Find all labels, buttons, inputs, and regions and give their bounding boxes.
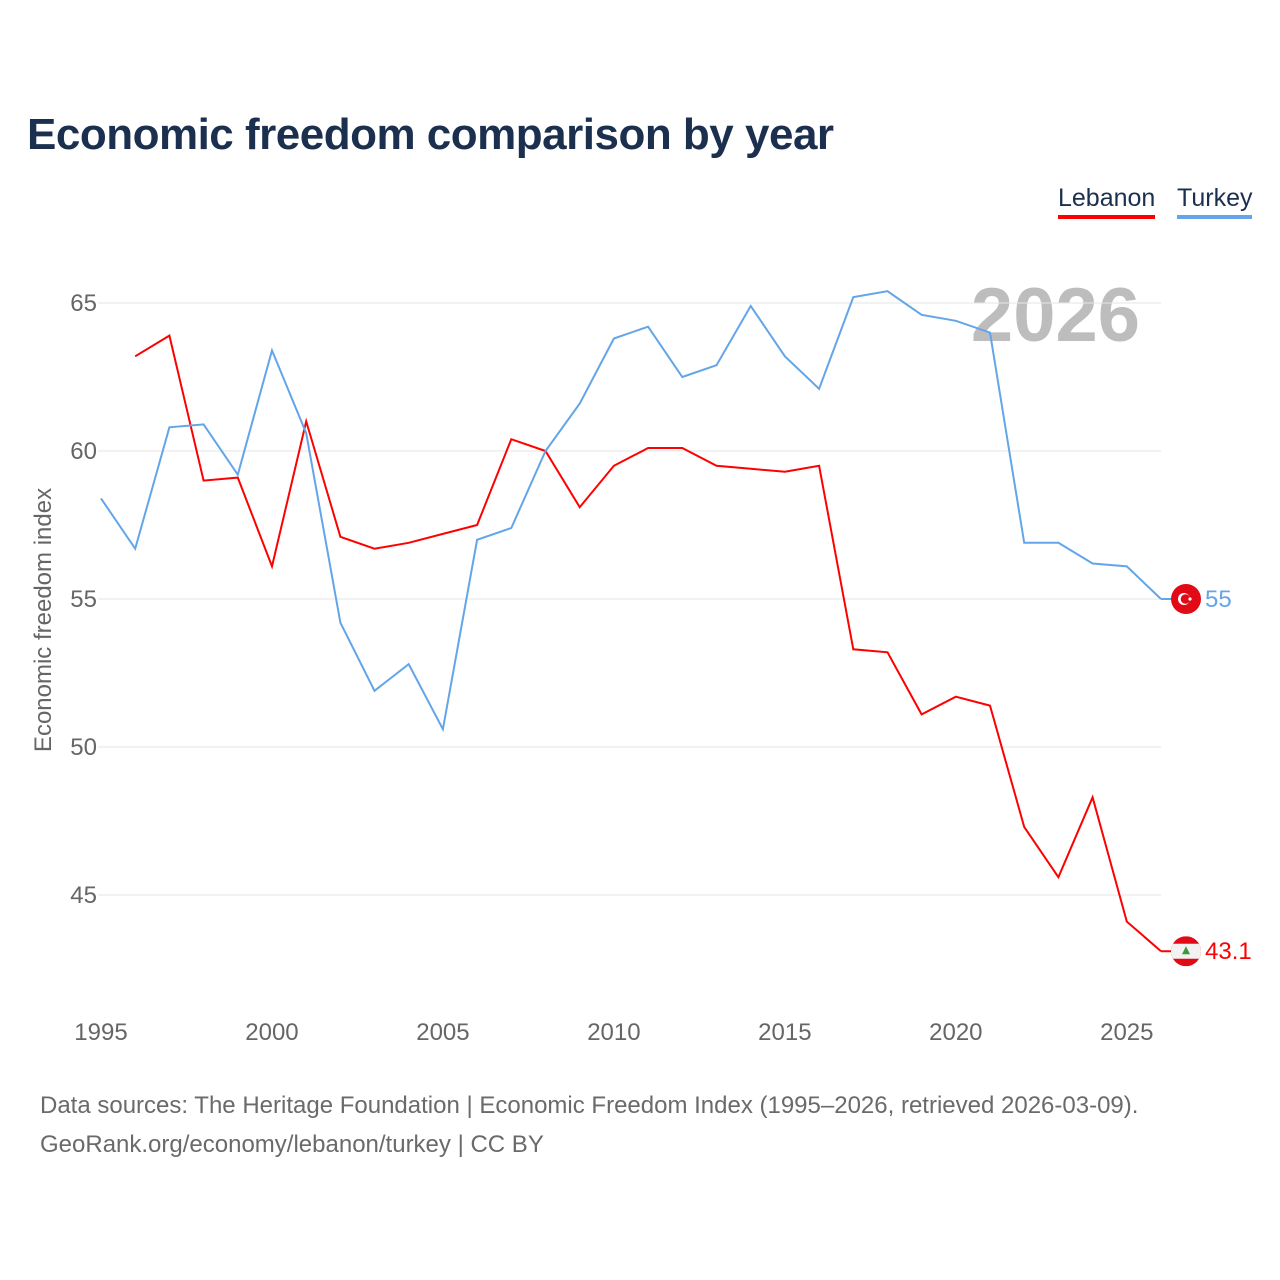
turkey-flag-icon <box>1171 584 1201 614</box>
data-point-lebanon[interactable] <box>850 646 856 652</box>
data-point-lebanon[interactable] <box>337 534 343 540</box>
data-point-turkey[interactable] <box>269 347 275 353</box>
y-tick-label: 50 <box>70 734 97 761</box>
line-chart: 2026 45 50 55 60 65 1995 2000 2005 2010 2015 2020… <box>30 273 1252 1046</box>
data-point-turkey[interactable] <box>508 525 514 531</box>
data-point-lebanon[interactable] <box>645 445 651 451</box>
legend-turkey[interactable]: Turkey <box>1177 184 1253 219</box>
data-point-turkey[interactable] <box>303 430 309 436</box>
turkey-end-value: 55 <box>1205 586 1232 613</box>
x-tick-label: 2020 <box>929 1019 982 1046</box>
data-point-lebanon[interactable] <box>1090 794 1096 800</box>
x-tick-label: 1995 <box>74 1019 127 1046</box>
data-point-lebanon[interactable] <box>303 418 309 424</box>
x-tick-label: 2025 <box>1100 1019 1153 1046</box>
data-point-lebanon[interactable] <box>987 703 993 709</box>
data-point-turkey[interactable] <box>166 424 172 430</box>
data-point-lebanon[interactable] <box>953 694 959 700</box>
data-point-lebanon[interactable] <box>884 649 890 655</box>
data-point-lebanon[interactable] <box>406 540 412 546</box>
data-point-lebanon[interactable] <box>748 466 754 472</box>
data-point-lebanon[interactable] <box>816 463 822 469</box>
x-tick-label: 2000 <box>245 1019 298 1046</box>
data-point-turkey[interactable] <box>201 421 207 427</box>
data-point-turkey[interactable] <box>577 401 583 407</box>
data-point-lebanon[interactable] <box>166 333 172 339</box>
y-tick-label: 65 <box>70 290 97 317</box>
data-point-lebanon[interactable] <box>782 469 788 475</box>
series-line-turkey <box>100 290 1162 733</box>
data-point-turkey[interactable] <box>884 288 890 294</box>
data-point-lebanon[interactable] <box>713 463 719 469</box>
y-tick-label: 45 <box>70 882 97 909</box>
data-point-lebanon[interactable] <box>679 445 685 451</box>
year-watermark: 2026 <box>971 273 1140 358</box>
y-axis-label: Economic freedom index <box>30 488 57 752</box>
data-point-turkey[interactable] <box>611 336 617 342</box>
data-point-lebanon[interactable] <box>269 563 275 569</box>
data-point-turkey[interactable] <box>1124 563 1130 569</box>
data-point-lebanon[interactable] <box>474 522 480 528</box>
footer: Data sources: The Heritage Foundation | … <box>40 1086 1138 1164</box>
x-tick-label: 2010 <box>587 1019 640 1046</box>
data-point-turkey[interactable] <box>1090 560 1096 566</box>
y-tick-label: 55 <box>70 586 97 613</box>
data-point-turkey[interactable] <box>748 303 754 309</box>
data-point-turkey[interactable] <box>372 688 378 694</box>
data-point-turkey[interactable] <box>1055 540 1061 546</box>
data-point-lebanon[interactable] <box>1055 874 1061 880</box>
data-point-turkey[interactable] <box>953 318 959 324</box>
data-point-turkey[interactable] <box>337 620 343 626</box>
data-point-lebanon[interactable] <box>372 546 378 552</box>
series-line-lebanon <box>134 334 1162 952</box>
legend-lebanon[interactable]: Lebanon <box>1058 184 1156 219</box>
data-point-lebanon[interactable] <box>1124 919 1130 925</box>
data-point-turkey[interactable] <box>98 495 104 501</box>
data-point-lebanon[interactable] <box>201 478 207 484</box>
data-point-turkey[interactable] <box>440 726 446 732</box>
data-point-turkey[interactable] <box>816 386 822 392</box>
data-point-lebanon[interactable] <box>611 463 617 469</box>
x-tick-label: 2005 <box>416 1019 469 1046</box>
data-point-turkey[interactable] <box>782 353 788 359</box>
data-point-turkey[interactable] <box>850 294 856 300</box>
x-tick-label: 2015 <box>758 1019 811 1046</box>
data-point-lebanon[interactable] <box>132 353 138 359</box>
data-point-turkey[interactable] <box>235 472 241 478</box>
y-tick-label: 60 <box>70 438 97 465</box>
data-point-turkey[interactable] <box>679 374 685 380</box>
data-point-turkey[interactable] <box>713 362 719 368</box>
data-point-turkey[interactable] <box>406 661 412 667</box>
footer-credit[interactable]: GeoRank.org/economy/lebanon/turkey | CC … <box>40 1131 544 1158</box>
data-point-turkey[interactable] <box>474 537 480 543</box>
lebanon-flag-icon <box>1171 936 1201 967</box>
data-point-turkey[interactable] <box>987 330 993 336</box>
data-point-lebanon[interactable] <box>1021 824 1027 830</box>
data-point-lebanon[interactable] <box>577 504 583 510</box>
footer-sources: Data sources: The Heritage Foundation | … <box>40 1092 1139 1119</box>
data-point-turkey[interactable] <box>919 312 925 318</box>
data-point-turkey[interactable] <box>645 324 651 330</box>
lebanon-end-value: 43.1 <box>1205 938 1252 965</box>
data-point-lebanon[interactable] <box>440 531 446 537</box>
data-point-turkey[interactable] <box>132 546 138 552</box>
data-point-turkey[interactable] <box>543 448 549 454</box>
chart-title: Economic freedom comparison by year <box>27 110 834 159</box>
data-point-lebanon[interactable] <box>919 711 925 717</box>
data-point-lebanon[interactable] <box>508 436 514 442</box>
data-point-turkey[interactable] <box>1021 540 1027 546</box>
